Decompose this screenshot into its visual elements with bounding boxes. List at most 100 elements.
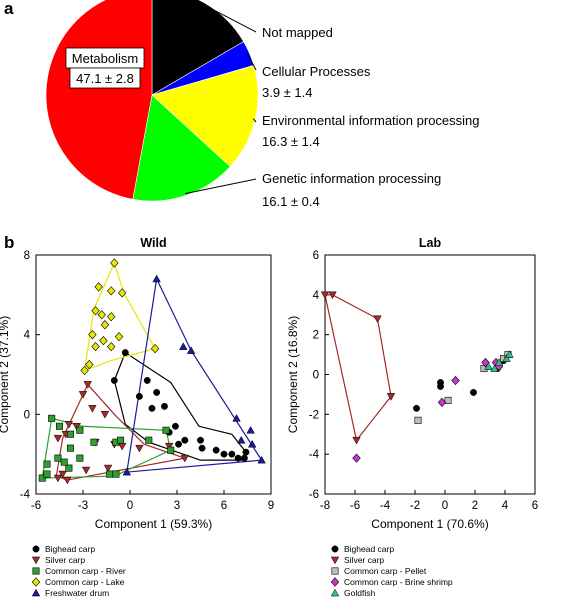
lab-xtick-label: -4 [380,500,391,512]
wild-ytick-label: 8 [24,250,30,262]
wild-point-silver-carp [53,474,63,483]
wild-legend-marker-common-carp-river [32,567,40,575]
wild-point-freshwater-drum [237,435,246,444]
wild-point-freshwater-drum [257,455,266,464]
pie-slice-environmental [151,65,259,168]
wild-point-common-carp-river [76,426,84,434]
lab-point-silver-carp [373,315,382,324]
lab-xtick-label: -6 [350,500,360,512]
wild-point-freshwater-drum [247,439,257,448]
lab-legend-label-goldfish: Goldfish [344,588,375,598]
panel-label-a: a [4,0,14,18]
pie-chart [45,0,259,202]
wild-point-silver-carp [88,405,97,413]
lab-point-goldfish [494,358,504,366]
wild-point-common-carp-river [162,426,170,434]
pie-slice-metabolism [45,0,153,200]
lab-xtick-label: 0 [442,500,448,512]
wild-point-bighead-carp [242,448,250,456]
pie-leader-environmental [252,118,257,123]
wild-point-common-carp-lake [97,310,107,320]
wild-title: Wild [140,236,166,250]
wild-point-common-carp-lake [114,332,124,342]
wild-point-common-carp-lake [106,341,116,352]
wild-point-bighead-carp [220,450,228,458]
wild-point-common-carp-river [48,414,56,422]
wild-ylabel: Component 2 (37.1%) [0,316,11,433]
wild-point-bighead-carp [153,388,161,396]
lab-ytick-label: 2 [313,330,319,342]
wild-point-common-carp-lake [88,330,97,340]
pie-value-environmental: 16.3 ± 1.4 [262,134,320,149]
wild-legend-label-common-carp-river: Common carp - River [45,566,126,576]
pie-label-cellular: Cellular Processes [262,64,371,79]
pie-label-genetic: Genetic information processing [262,171,441,186]
wild-point-silver-carp [103,464,113,473]
lab-point-bighead-carp [413,404,420,412]
lab-ytick-label: 6 [313,250,319,262]
wild-point-bighead-carp [240,454,248,462]
lab-point-goldfish [505,350,514,358]
lab-ytick-label: -4 [309,449,320,461]
wild-point-bighead-carp [148,404,156,412]
wild-point-common-carp-lake [99,335,108,346]
wild-point-bighead-carp [197,436,204,444]
lab-legend-label-common-carp-pellet: Common carp - Pellet [344,566,427,576]
lab-legend-marker-goldfish [330,588,340,597]
lab-title: Lab [419,236,442,250]
pie-label-metabolism: Metabolism [72,51,138,66]
wild-point-bighead-carp [181,436,189,444]
panel-label-b: b [4,233,14,252]
pie-value-metabolism: 47.1 ± 2.8 [76,71,134,86]
wild-point-bighead-carp [161,402,168,410]
lab-point-goldfish [484,362,493,370]
wild-point-common-carp-river [117,436,125,444]
lab-point-common-carp-brine-shrimp [352,453,361,463]
lab-xtick-label: -8 [320,500,330,512]
wild-point-freshwater-drum [232,414,241,422]
wild-point-silver-carp [72,422,81,431]
lab-point-common-carp-pellet [414,416,422,424]
lab-point-goldfish [490,364,499,372]
lab-legend-marker-common-carp-brine-shrimp [330,577,340,587]
wild-point-freshwater-drum [186,346,196,354]
lab-hull-silver-carp [324,294,392,442]
lab-legend-label-bighead-carp: Bighead carp [344,544,394,554]
wild-point-silver-carp [180,454,190,463]
wild-point-common-carp-lake [150,343,160,354]
wild-point-bighead-carp [143,377,151,384]
pie-labels: Not mapped Cellular Processes 3.9 ± 1.4 Env… [65,4,480,209]
pie-value-box-metabolism [69,67,141,89]
wild-point-common-carp-river [76,454,84,462]
pie-label-environmental: Environmental information processing [262,113,480,128]
wild-point-bighead-carp [135,392,143,400]
lab-legend-marker-common-carp-pellet [331,567,339,575]
wild-point-common-carp-river [145,436,153,444]
lab-point-bighead-carp [470,388,477,396]
lab-xtick-label: 6 [532,500,538,512]
wild-point-common-carp-lake [106,312,116,322]
wild-point-common-carp-river [43,460,51,468]
wild-legend-label-freshwater-drum: Freshwater drum [45,588,109,598]
wild-legend-label-bighead-carp: Bighead carp [45,544,95,554]
wild-point-common-carp-lake [117,288,127,298]
wild-point-common-carp-river [90,438,98,446]
wild-legend-label-silver-carp: Silver carp [45,555,85,565]
wild-point-silver-carp [81,466,91,475]
lab-xtick-label: 4 [502,500,509,512]
wild-point-silver-carp [64,421,74,429]
wild-point-common-carp-lake [80,365,89,376]
wild-point-bighead-carp [121,349,129,357]
wild-point-bighead-carp [198,444,206,452]
wild-legend-marker-freshwater-drum [31,588,41,597]
wild-point-bighead-carp [212,446,220,454]
lab-legend-label-silver-carp: Silver carp [344,555,384,565]
wild-point-common-carp-lake [94,282,103,292]
wild-point-silver-carp [117,442,127,451]
wild-point-common-carp-river [38,474,46,482]
wild-point-bighead-carp [228,450,236,458]
wild-point-common-carp-lake [106,286,116,296]
